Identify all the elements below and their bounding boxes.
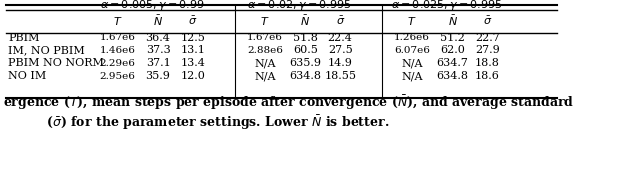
Text: N/A: N/A <box>401 58 423 68</box>
Text: 36.4: 36.4 <box>145 33 170 42</box>
Text: $\alpha = 0.02, \gamma = 0.995$: $\alpha = 0.02, \gamma = 0.995$ <box>248 0 352 12</box>
Text: 1.46e6: 1.46e6 <box>100 46 136 55</box>
Text: $\alpha = 0.025, \gamma = 0.995$: $\alpha = 0.025, \gamma = 0.995$ <box>391 0 503 12</box>
Text: $T$: $T$ <box>260 15 269 27</box>
Text: N/A: N/A <box>254 71 276 81</box>
Text: 635.9: 635.9 <box>289 58 321 68</box>
Text: $T$: $T$ <box>113 15 122 27</box>
Text: IM, NO PBIM: IM, NO PBIM <box>8 45 85 55</box>
Text: 27.9: 27.9 <box>475 45 500 55</box>
Text: $T$: $T$ <box>408 15 417 27</box>
Text: 62.0: 62.0 <box>440 45 465 55</box>
Text: $\alpha = 0.005, \gamma = 0.99$: $\alpha = 0.005, \gamma = 0.99$ <box>100 0 205 12</box>
Text: PBIM: PBIM <box>8 33 40 42</box>
Text: 60.5: 60.5 <box>293 45 317 55</box>
Text: 634.7: 634.7 <box>436 58 468 68</box>
Text: N/A: N/A <box>401 71 423 81</box>
Text: $\bar{N}$: $\bar{N}$ <box>153 14 163 28</box>
Text: 1.67e6: 1.67e6 <box>247 33 283 42</box>
Text: 37.3: 37.3 <box>146 45 170 55</box>
Text: 35.9: 35.9 <box>145 71 170 81</box>
Text: $\bar{N}$: $\bar{N}$ <box>447 14 458 28</box>
Text: $\bar{\sigma}$: $\bar{\sigma}$ <box>335 15 345 27</box>
Text: 2.95e6: 2.95e6 <box>100 72 136 81</box>
Text: 51.8: 51.8 <box>293 33 317 42</box>
Text: 12.0: 12.0 <box>180 71 205 81</box>
Text: 22.7: 22.7 <box>475 33 500 42</box>
Text: 18.6: 18.6 <box>475 71 500 81</box>
Text: 18.55: 18.55 <box>324 71 356 81</box>
Text: 51.2: 51.2 <box>440 33 465 42</box>
Text: 634.8: 634.8 <box>436 71 468 81</box>
Text: ($\bar{\sigma}$) for the parameter settings. Lower $\bar{N}$ is better.: ($\bar{\sigma}$) for the parameter setti… <box>3 113 389 132</box>
Text: PBIM NO NORM: PBIM NO NORM <box>8 58 104 68</box>
Text: 22.4: 22.4 <box>328 33 353 42</box>
Text: 27.5: 27.5 <box>328 45 353 55</box>
Text: 6.07e6: 6.07e6 <box>394 46 430 55</box>
Text: N/A: N/A <box>254 58 276 68</box>
Text: ergence ($T$), mean steps per episode after convergence ($\bar{N}$), and average: ergence ($T$), mean steps per episode af… <box>3 94 574 112</box>
Text: 1.26e6: 1.26e6 <box>394 33 430 42</box>
Text: 13.4: 13.4 <box>180 58 205 68</box>
Text: $\bar{N}$: $\bar{N}$ <box>300 14 310 28</box>
Text: NO IM: NO IM <box>8 71 47 81</box>
Text: $\bar{\sigma}$: $\bar{\sigma}$ <box>188 15 198 27</box>
Text: 634.8: 634.8 <box>289 71 321 81</box>
Text: 18.8: 18.8 <box>475 58 500 68</box>
Text: 37.1: 37.1 <box>146 58 170 68</box>
Text: $\bar{\sigma}$: $\bar{\sigma}$ <box>483 15 492 27</box>
Text: 13.1: 13.1 <box>180 45 205 55</box>
Text: 2.29e6: 2.29e6 <box>100 59 136 68</box>
Text: 1.67e6: 1.67e6 <box>100 33 136 42</box>
Text: 12.5: 12.5 <box>180 33 205 42</box>
Text: 2.88e6: 2.88e6 <box>247 46 283 55</box>
Text: 14.9: 14.9 <box>328 58 353 68</box>
